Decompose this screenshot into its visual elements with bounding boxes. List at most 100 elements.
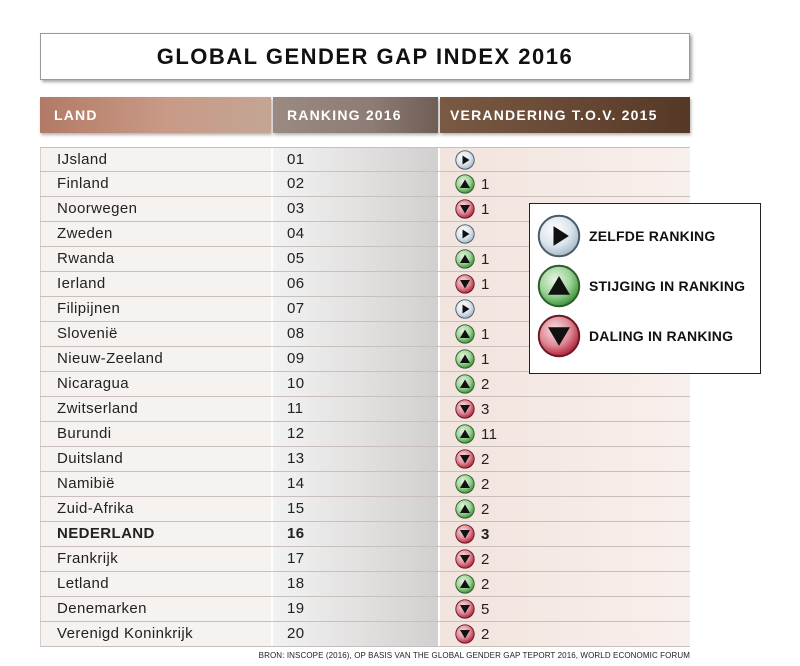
table-row: Zuid-Afrika 15 2 bbox=[40, 497, 690, 522]
cell-ranking: 12 bbox=[273, 422, 438, 446]
cell-land: Namibië bbox=[40, 472, 271, 496]
table-row: Duitsland 13 2 bbox=[40, 447, 690, 472]
cell-land: Nieuw-Zeeland bbox=[40, 347, 271, 371]
legend-item-up: STIJGING IN RANKING bbox=[537, 264, 745, 308]
legend-label-up: STIJGING IN RANKING bbox=[589, 278, 746, 294]
fall-ranking-icon bbox=[455, 599, 475, 619]
cell-land: Verenigd Koninkrijk bbox=[40, 622, 271, 646]
table-row: Zwitserland 11 3 bbox=[40, 397, 690, 422]
rise-ranking-icon bbox=[455, 349, 475, 369]
cell-land: Nicaragua bbox=[40, 372, 271, 396]
cell-land: Finland bbox=[40, 172, 271, 196]
rise-ranking-icon bbox=[455, 249, 475, 269]
fall-ranking-icon bbox=[455, 549, 475, 569]
cell-ranking: 15 bbox=[273, 497, 438, 521]
table-row: Nicaragua 10 2 bbox=[40, 372, 690, 397]
cell-verandering: 2 bbox=[440, 372, 690, 396]
table-row: Denemarken 19 5 bbox=[40, 597, 690, 622]
cell-verandering: 2 bbox=[440, 572, 690, 596]
fall-ranking-icon bbox=[455, 199, 475, 219]
change-value: 1 bbox=[481, 350, 490, 368]
rise-ranking-icon bbox=[455, 174, 475, 194]
rise-ranking-icon bbox=[537, 264, 581, 308]
table-row: Verenigd Koninkrijk 20 2 bbox=[40, 622, 690, 647]
change-value: 1 bbox=[481, 250, 490, 268]
rise-ranking-icon bbox=[455, 474, 475, 494]
change-value: 11 bbox=[481, 425, 498, 443]
cell-land: NEDERLAND bbox=[40, 522, 271, 546]
change-value: 1 bbox=[481, 200, 490, 218]
cell-ranking: 08 bbox=[273, 322, 438, 346]
same-ranking-icon bbox=[455, 299, 475, 319]
cell-land: Letland bbox=[40, 572, 271, 596]
table-row: Burundi 12 11 bbox=[40, 422, 690, 447]
same-ranking-icon bbox=[455, 149, 475, 170]
legend: ZELFDE RANKING STIJGING IN RANKING DALIN… bbox=[529, 203, 761, 374]
legend-item-same: ZELFDE RANKING bbox=[537, 214, 715, 258]
legend-item-down: DALING IN RANKING bbox=[537, 314, 733, 358]
change-value: 2 bbox=[481, 450, 490, 468]
fall-ranking-icon bbox=[455, 274, 475, 294]
change-value: 3 bbox=[481, 525, 490, 543]
cell-land: Ierland bbox=[40, 272, 271, 296]
legend-label-down: DALING IN RANKING bbox=[589, 328, 734, 344]
rise-ranking-icon bbox=[455, 374, 475, 394]
cell-ranking: 07 bbox=[273, 297, 438, 321]
change-value: 1 bbox=[481, 325, 490, 343]
change-value: 2 bbox=[481, 575, 490, 593]
cell-ranking: 17 bbox=[273, 547, 438, 571]
cell-verandering: 2 bbox=[440, 497, 690, 521]
change-value: 5 bbox=[481, 600, 490, 618]
fall-ranking-icon bbox=[455, 399, 475, 419]
cell-verandering: 2 bbox=[440, 472, 690, 496]
cell-ranking: 10 bbox=[273, 372, 438, 396]
change-value: 3 bbox=[481, 400, 490, 418]
header-land: LAND bbox=[40, 97, 271, 133]
table-row: IJsland 01 bbox=[40, 147, 690, 172]
cell-ranking: 01 bbox=[273, 148, 438, 171]
ranking-table: IJsland 01 Finland 02 1 Noorwegen 03 1 Zweden 04 R… bbox=[40, 147, 690, 647]
change-value: 2 bbox=[481, 375, 490, 393]
cell-ranking: 06 bbox=[273, 272, 438, 296]
source-note: BRON: INSCOPE (2016), OP BASIS VAN THE G… bbox=[258, 651, 690, 660]
cell-verandering: 3 bbox=[440, 522, 690, 546]
cell-ranking: 03 bbox=[273, 197, 438, 221]
table-row: Letland 18 2 bbox=[40, 572, 690, 597]
cell-ranking: 05 bbox=[273, 247, 438, 271]
cell-land: Slovenië bbox=[40, 322, 271, 346]
cell-verandering: 1 bbox=[440, 172, 690, 196]
fall-ranking-icon bbox=[455, 624, 475, 644]
change-value: 2 bbox=[481, 500, 490, 518]
cell-land: Rwanda bbox=[40, 247, 271, 271]
cell-land: IJsland bbox=[40, 148, 271, 171]
cell-land: Noorwegen bbox=[40, 197, 271, 221]
fall-ranking-icon bbox=[455, 524, 475, 544]
cell-ranking: 13 bbox=[273, 447, 438, 471]
change-value: 2 bbox=[481, 475, 490, 493]
same-ranking-icon bbox=[455, 224, 475, 244]
cell-land: Zwitserland bbox=[40, 397, 271, 421]
table-row: Frankrijk 17 2 bbox=[40, 547, 690, 572]
header-ranking: RANKING 2016 bbox=[273, 97, 438, 133]
cell-land: Duitsland bbox=[40, 447, 271, 471]
cell-land: Burundi bbox=[40, 422, 271, 446]
cell-verandering bbox=[440, 148, 690, 171]
rise-ranking-icon bbox=[455, 499, 475, 519]
fall-ranking-icon bbox=[455, 449, 475, 469]
cell-verandering: 11 bbox=[440, 422, 690, 446]
cell-ranking: 19 bbox=[273, 597, 438, 621]
cell-land: Zweden bbox=[40, 222, 271, 246]
change-value: 1 bbox=[481, 175, 490, 193]
cell-ranking: 09 bbox=[273, 347, 438, 371]
cell-land: Filipijnen bbox=[40, 297, 271, 321]
chart-title: GLOBAL GENDER GAP INDEX 2016 bbox=[40, 33, 690, 80]
cell-ranking: 14 bbox=[273, 472, 438, 496]
cell-verandering: 5 bbox=[440, 597, 690, 621]
cell-ranking: 16 bbox=[273, 522, 438, 546]
cell-verandering: 2 bbox=[440, 622, 690, 646]
rise-ranking-icon bbox=[455, 324, 475, 344]
table-row: Finland 02 1 bbox=[40, 172, 690, 197]
rise-ranking-icon bbox=[455, 574, 475, 594]
cell-ranking: 11 bbox=[273, 397, 438, 421]
cell-land: Zuid-Afrika bbox=[40, 497, 271, 521]
